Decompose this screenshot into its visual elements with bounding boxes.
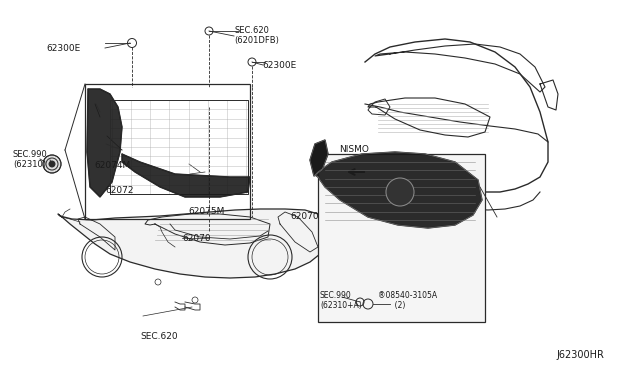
Text: SEC.620
(6201DFB): SEC.620 (6201DFB) (234, 26, 279, 45)
Text: SEC.620: SEC.620 (141, 332, 179, 341)
Polygon shape (122, 154, 250, 197)
Polygon shape (315, 152, 482, 228)
Polygon shape (310, 140, 328, 176)
Text: 62070: 62070 (182, 234, 211, 243)
Text: 62300E: 62300E (262, 61, 297, 70)
Circle shape (386, 178, 414, 206)
Text: 62074M: 62074M (95, 161, 131, 170)
Bar (85, 84, 250, 219)
Text: 62072: 62072 (106, 186, 134, 195)
Bar (318, 154, 485, 322)
Text: ®08540-3105A
       (2): ®08540-3105A (2) (378, 291, 436, 310)
Circle shape (49, 161, 55, 167)
Text: 62070: 62070 (290, 212, 319, 221)
Text: NISMO: NISMO (339, 145, 369, 154)
Text: J62300HR: J62300HR (557, 350, 605, 360)
Polygon shape (87, 89, 122, 197)
Text: 62075M: 62075M (189, 207, 225, 216)
Text: SEC.990
(62310): SEC.990 (62310) (13, 150, 47, 169)
Text: SEC.990
(62310+A): SEC.990 (62310+A) (320, 291, 362, 310)
Polygon shape (58, 209, 325, 278)
Text: 62300E: 62300E (46, 44, 81, 53)
Circle shape (43, 155, 61, 173)
